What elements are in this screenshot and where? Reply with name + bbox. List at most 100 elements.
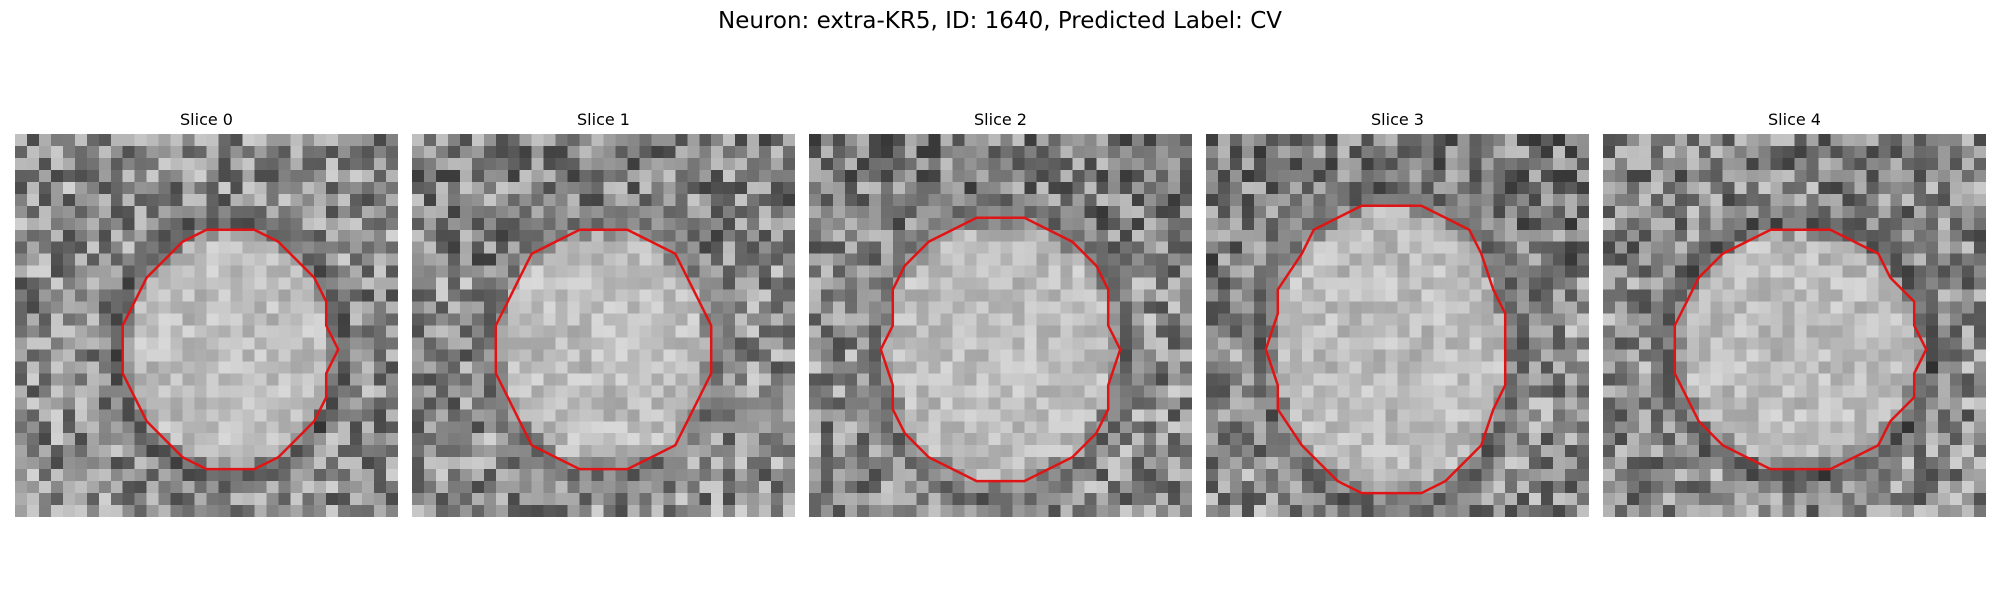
pixel bbox=[976, 361, 990, 374]
pixel bbox=[206, 373, 220, 386]
pixel bbox=[1144, 181, 1157, 195]
pixel bbox=[1638, 457, 1652, 470]
pixel bbox=[278, 457, 291, 470]
pixel bbox=[26, 181, 40, 195]
pixel bbox=[1072, 313, 1085, 327]
pixel bbox=[1553, 457, 1566, 470]
pixel bbox=[459, 313, 473, 327]
pixel bbox=[338, 373, 351, 386]
pixel bbox=[218, 349, 232, 363]
pixel bbox=[747, 277, 760, 291]
pixel bbox=[1241, 217, 1255, 231]
pixel bbox=[278, 277, 291, 291]
pixel bbox=[1277, 157, 1291, 171]
pixel bbox=[302, 337, 315, 351]
pixel bbox=[412, 373, 425, 386]
pixel bbox=[302, 409, 315, 422]
pixel bbox=[1746, 361, 1760, 374]
pixel bbox=[663, 181, 676, 195]
pixel bbox=[868, 349, 882, 363]
pixel bbox=[206, 409, 220, 422]
pixel bbox=[844, 397, 858, 410]
pixel bbox=[1229, 445, 1243, 458]
pixel bbox=[579, 265, 593, 279]
pixel bbox=[892, 373, 906, 386]
pixel bbox=[1217, 205, 1231, 219]
pixel bbox=[1914, 385, 1927, 398]
pixel bbox=[1962, 385, 1975, 398]
pixel bbox=[555, 445, 569, 458]
pixel bbox=[290, 205, 303, 219]
pixel bbox=[1902, 325, 1915, 339]
pixel bbox=[314, 457, 327, 470]
pixel bbox=[1373, 253, 1387, 267]
pixel bbox=[1289, 409, 1303, 422]
pixel bbox=[1758, 349, 1772, 363]
pixel bbox=[1168, 193, 1181, 207]
pixel bbox=[62, 325, 76, 339]
pixel bbox=[362, 349, 375, 363]
pixel bbox=[1794, 157, 1808, 171]
pixel bbox=[988, 421, 1002, 434]
pixel bbox=[170, 397, 184, 410]
pixel bbox=[1024, 337, 1038, 351]
pixel bbox=[964, 253, 978, 267]
pixel bbox=[699, 145, 712, 159]
pixel bbox=[386, 145, 398, 159]
pixel bbox=[1289, 277, 1303, 291]
pixel bbox=[1144, 169, 1157, 183]
pixel bbox=[1962, 361, 1975, 374]
pixel bbox=[699, 169, 712, 183]
pixel bbox=[1914, 193, 1927, 207]
pixel bbox=[1674, 265, 1688, 279]
pixel bbox=[759, 134, 772, 147]
pixel bbox=[254, 169, 267, 183]
pixel bbox=[412, 385, 425, 398]
pixel bbox=[122, 229, 136, 243]
pixel bbox=[1722, 349, 1736, 363]
pixel bbox=[1662, 277, 1676, 291]
pixel bbox=[50, 385, 64, 398]
pixel bbox=[412, 349, 425, 363]
pixel bbox=[1385, 445, 1399, 458]
pixel bbox=[1866, 433, 1879, 446]
pixel bbox=[1626, 157, 1640, 171]
pixel bbox=[1565, 433, 1578, 446]
pixel bbox=[735, 289, 748, 303]
pixel bbox=[651, 193, 664, 207]
pixel bbox=[290, 469, 303, 482]
pixel bbox=[603, 373, 617, 386]
pixel bbox=[832, 361, 846, 374]
pixel bbox=[1626, 205, 1640, 219]
pixel bbox=[783, 409, 795, 422]
pixel bbox=[1229, 469, 1243, 482]
pixel bbox=[699, 157, 712, 171]
pixel bbox=[1361, 289, 1375, 303]
pixel bbox=[1397, 445, 1411, 458]
pixel bbox=[711, 361, 724, 374]
pixel bbox=[1132, 229, 1145, 243]
pixel bbox=[1481, 217, 1494, 231]
pixel bbox=[134, 481, 148, 494]
pixel bbox=[579, 409, 593, 422]
pixel bbox=[254, 277, 267, 291]
pixel bbox=[290, 313, 303, 327]
pixel bbox=[1144, 385, 1157, 398]
pixel bbox=[1505, 217, 1518, 231]
pixel bbox=[1541, 169, 1554, 183]
pixel bbox=[1626, 349, 1640, 363]
pixel bbox=[1529, 457, 1542, 470]
pixel bbox=[1565, 253, 1578, 267]
pixel bbox=[1361, 277, 1375, 291]
pixel bbox=[459, 277, 473, 291]
pixel bbox=[1698, 457, 1712, 470]
pixel bbox=[868, 325, 882, 339]
pixel bbox=[1000, 481, 1014, 494]
pixel bbox=[1132, 313, 1145, 327]
pixel bbox=[1806, 421, 1820, 434]
pixel bbox=[290, 361, 303, 374]
pixel bbox=[1457, 397, 1470, 410]
pixel bbox=[1241, 361, 1255, 374]
pixel bbox=[447, 385, 461, 398]
pixel bbox=[1818, 181, 1832, 195]
